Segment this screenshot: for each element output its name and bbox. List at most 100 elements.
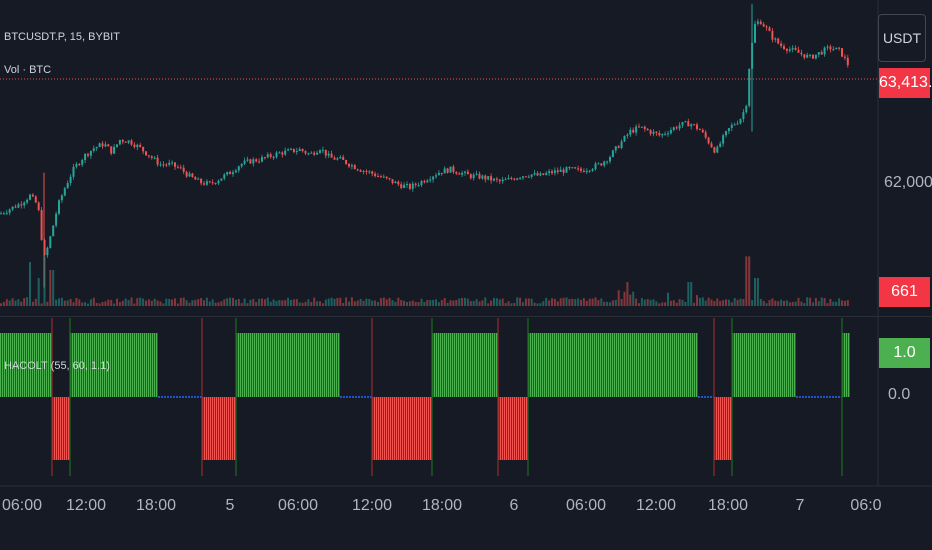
hacolt-bar (520, 397, 522, 460)
volume-bar (495, 298, 498, 306)
hacolt-bar (122, 333, 124, 397)
volume-bar (800, 301, 803, 306)
volume-bar (232, 297, 234, 306)
price-candle (530, 174, 533, 177)
hacolt-bar (504, 397, 506, 460)
volume-bar (185, 300, 188, 306)
hacolt-bar (780, 333, 782, 397)
hacolt-bar (440, 333, 442, 397)
price-candle (356, 169, 359, 171)
volume-bar (626, 282, 629, 306)
hacolt-bar (286, 333, 288, 397)
volume-bar (780, 299, 783, 306)
hacolt-bar (514, 397, 516, 460)
hacolt-bar (422, 397, 424, 460)
price-candle (168, 162, 171, 165)
price-candle (614, 146, 617, 151)
volume-bar (455, 299, 458, 306)
volume-bar (197, 299, 200, 306)
price-candle (806, 54, 809, 58)
volume-bar (510, 303, 513, 306)
price-candle (719, 143, 722, 147)
price-candle (188, 173, 191, 177)
volume-bar (371, 300, 374, 306)
indicator-legend[interactable]: HACOLT (55, 60, 1.1) (4, 360, 110, 372)
hacolt-bar (54, 397, 56, 460)
volume-bar (829, 298, 832, 306)
volume-bar (345, 297, 348, 306)
price-candle (101, 143, 104, 147)
hacolt-bar (604, 333, 606, 397)
volume-bar (58, 298, 60, 306)
last-volume-tag: 661 (879, 277, 930, 307)
volume-bar (255, 301, 258, 306)
hacolt-bar (416, 397, 418, 460)
price-candle (484, 175, 487, 180)
hacolt-series (0, 318, 850, 476)
price-candle (504, 179, 507, 181)
volume-bar (838, 298, 841, 306)
hacolt-bar (282, 333, 284, 397)
price-candle (739, 119, 742, 124)
hacolt-bar (650, 333, 652, 397)
hacolt-bar (308, 333, 310, 397)
indicator-value-tag: 1.0 (879, 338, 930, 368)
volume-bar (14, 300, 17, 306)
price-candle (841, 48, 843, 57)
time-tick-label: 06:00 (565, 497, 607, 514)
hacolt-bar (260, 333, 262, 397)
hacolt-bar (102, 333, 104, 397)
hacolt-bar (656, 333, 658, 397)
price-candle (838, 47, 841, 49)
hacolt-bar (438, 333, 440, 397)
volume-bar (226, 298, 229, 306)
hacolt-bar (640, 333, 642, 397)
hacolt-bar (580, 333, 582, 397)
hacolt-bar (502, 397, 504, 460)
hacolt-bar (730, 397, 732, 460)
hacolt-bar (590, 333, 592, 397)
time-tick-label: 18:00 (707, 497, 749, 514)
hacolt-bar (626, 333, 628, 397)
price-candle (580, 168, 582, 171)
volume-bar (562, 297, 565, 306)
price-candle (812, 54, 814, 59)
price-candle (237, 166, 240, 171)
hacolt-bar (772, 333, 774, 397)
hacolt-bar (532, 333, 534, 397)
volume-bar (229, 297, 232, 306)
volume-bar (356, 300, 359, 306)
volume-bar (823, 298, 826, 306)
volume-bar (429, 300, 432, 306)
symbol-title[interactable]: BTCUSDT.P, 15, BYBIT (4, 31, 120, 43)
price-candle (159, 164, 162, 166)
volume-legend[interactable]: Vol · BTC (4, 64, 52, 76)
volume-bar (623, 291, 626, 306)
currency-button[interactable]: USDT (878, 14, 926, 62)
volume-bar (739, 298, 742, 306)
price-candle (466, 171, 469, 175)
hacolt-bar (542, 333, 544, 397)
time-tick-label: 6 (509, 497, 519, 514)
hacolt-bar (276, 333, 278, 397)
price-candle (843, 56, 846, 58)
volume-bar (551, 298, 553, 306)
price-candle (5, 212, 8, 214)
volume-bar (278, 300, 281, 306)
volume-bar (745, 256, 748, 306)
price-candle (60, 195, 63, 201)
volume-bar (89, 299, 92, 306)
time-tick-label: 7 (795, 497, 805, 514)
price-candle (240, 163, 243, 167)
price-candle (2, 213, 5, 215)
volume-bar (571, 298, 574, 306)
volume-bar (777, 301, 780, 306)
price-candle (681, 122, 684, 126)
volume-bar (200, 298, 203, 306)
hacolt-bar (252, 333, 254, 397)
hacolt-bar (124, 333, 126, 397)
hacolt-bar (760, 333, 762, 397)
volume-bar (797, 297, 800, 306)
volume-bar (46, 301, 49, 306)
